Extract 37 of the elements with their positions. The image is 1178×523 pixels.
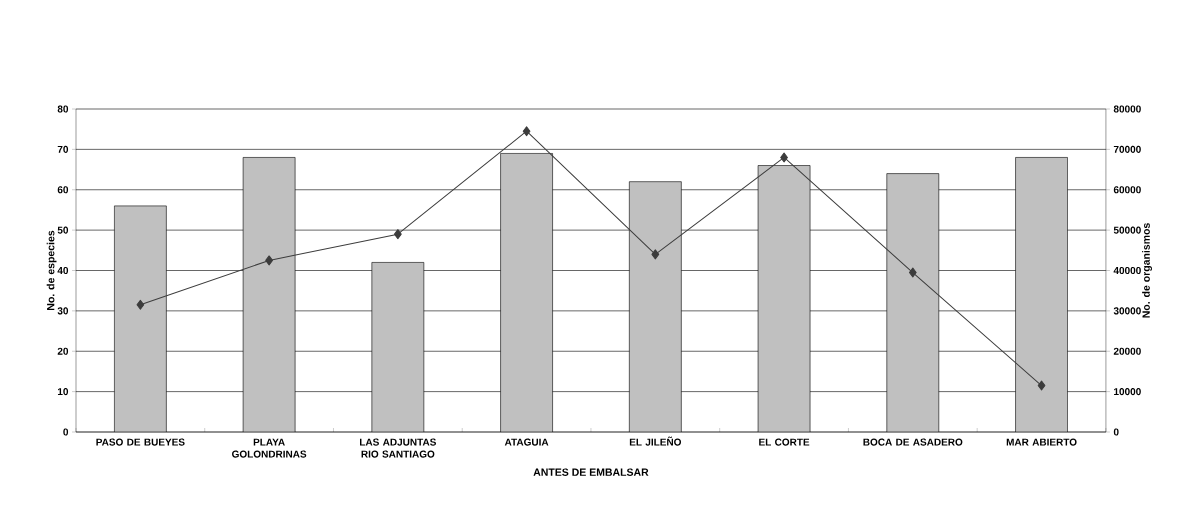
y-tick-label: 80	[57, 105, 69, 113]
y-tick-label: 70	[57, 145, 69, 153]
y2-tick-label: 70000	[1113, 145, 1141, 153]
y-tick-label: 50	[57, 226, 69, 234]
y2-tick-label: 80000	[1113, 105, 1141, 113]
y-tick-label: 40	[57, 266, 69, 275]
y-tick-label: 20	[57, 347, 69, 355]
y-tick-label: 0	[63, 428, 69, 436]
point	[780, 152, 788, 163]
point	[1037, 380, 1046, 391]
x-tick-label: BOCA DE ASADERO	[863, 438, 963, 446]
point	[393, 229, 402, 240]
x-tick-label: PLAYA GOLONDRINAS	[232, 438, 307, 458]
point	[651, 249, 660, 260]
y2-tick-label: 60000	[1113, 186, 1141, 194]
point	[265, 255, 273, 266]
y-tick-label: 60	[57, 186, 69, 194]
y2-tick-label: 50000	[1113, 226, 1141, 234]
x-tick-label: EL CORTE	[759, 438, 810, 446]
y2-axis-title: No. de organismos	[1142, 223, 1152, 318]
x-axis-title: ANTES DE EMBALSAR	[533, 468, 649, 476]
x-tick-label: ATAGUIA	[504, 438, 549, 446]
y2-tick-label: 30000	[1113, 307, 1141, 315]
y-tick-label: 30	[57, 307, 69, 315]
point	[908, 267, 917, 278]
y2-tick-label: 40000	[1113, 266, 1141, 275]
point	[136, 299, 145, 310]
y2-tick-label: 0	[1113, 428, 1119, 436]
y-axis-title: No. de especies	[46, 230, 57, 310]
y2-tick-label: 20000	[1113, 347, 1141, 355]
x-tick-label: EL JILEÑO	[629, 436, 682, 446]
y2-tick-label: 10000	[1114, 388, 1141, 396]
x-tick-label: PASO DE BUEYES	[96, 438, 185, 446]
y-tick-label: 10	[57, 388, 69, 396]
x-tick-label: LAS ADJUNTAS RIO SANTIAGO	[360, 438, 436, 458]
point	[522, 126, 531, 137]
x-tick-label: MAR ABIERTO	[1006, 438, 1077, 446]
